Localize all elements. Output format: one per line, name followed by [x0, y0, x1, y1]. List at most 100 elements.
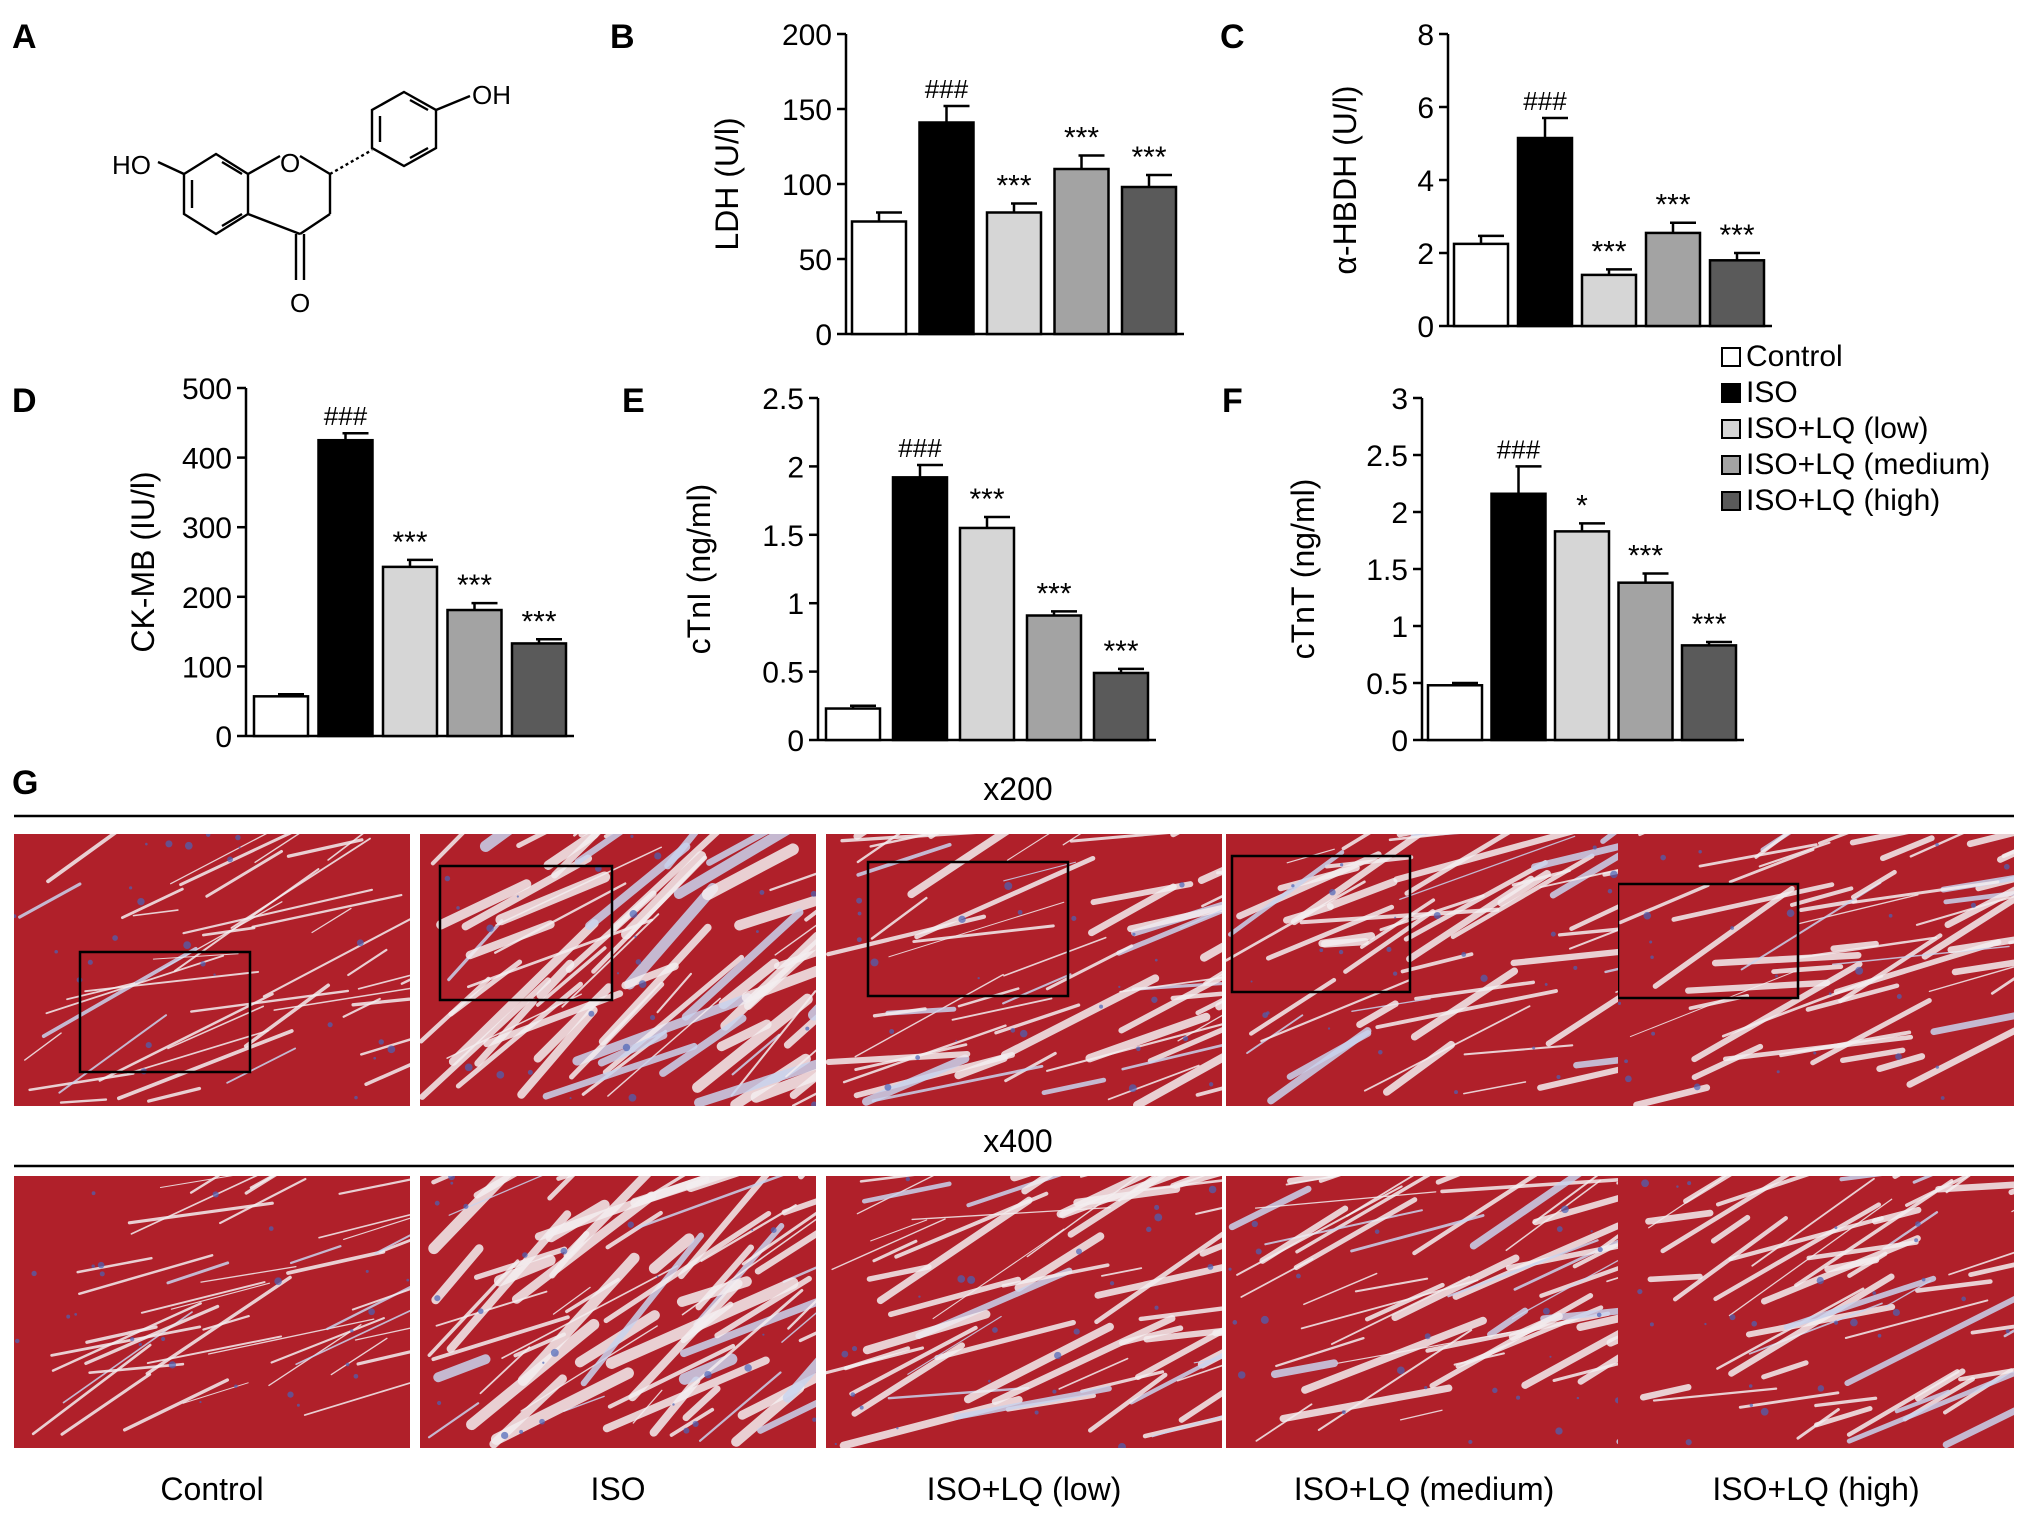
- legend-item: ISO+LQ (low): [1721, 412, 1929, 445]
- significance-label: ###: [898, 433, 942, 463]
- histology-x200-2: [826, 834, 1222, 1106]
- bar-c-2: [1580, 273, 1638, 328]
- y-tick-label: 2.5: [762, 383, 804, 416]
- histology-label: ISO: [590, 1471, 645, 1507]
- y-tick-label: 0.5: [1366, 668, 1408, 701]
- y-tick-label: 2.5: [1366, 440, 1408, 473]
- y-tick-label: 1.5: [1366, 554, 1408, 587]
- chart-e: 0 0.5 1 1.5 2 2.5 cTnI (ng/ml) ### *** *** ***: [681, 383, 1156, 758]
- y-tick-label: 8: [1417, 19, 1434, 52]
- double-bond: [409, 98, 429, 112]
- double-bond: [409, 146, 429, 160]
- bar-f-2: [1553, 530, 1611, 742]
- magnification-x200-label: x200: [983, 771, 1052, 807]
- bar-b-3: [1053, 167, 1110, 336]
- bar-b-1: [918, 121, 975, 336]
- legend-item: ISO+LQ (medium): [1721, 448, 1990, 481]
- y-tick-label: 100: [182, 651, 232, 684]
- histology-x200-4: [1618, 834, 2014, 1106]
- bar-d-3: [446, 608, 503, 738]
- y-tick-label: 0.5: [762, 657, 804, 690]
- bar-b-2: [985, 211, 1043, 336]
- y-tick-label: 0: [1391, 725, 1408, 758]
- significance-label: ***: [392, 526, 427, 559]
- histology-x400-2: [826, 1176, 1222, 1448]
- panel-label-f: F: [1222, 382, 1243, 420]
- benzene-ring-left: [182, 152, 250, 236]
- inset-box: [1618, 882, 1800, 1000]
- bar-f-3: [1617, 581, 1674, 742]
- ring-bond: [247, 154, 281, 176]
- significance-label: ###: [324, 401, 368, 431]
- stereo-bond: [329, 148, 373, 176]
- legend-label: ISO+LQ (high): [1746, 484, 1940, 517]
- significance-label: ***: [1628, 540, 1663, 573]
- panel-label-e: E: [622, 382, 645, 420]
- ring-bond: [299, 154, 331, 176]
- significance-label: ***: [1655, 189, 1690, 222]
- y-tick-label: 150: [782, 94, 832, 127]
- chemical-structure: [157, 90, 471, 280]
- y-tick-label: 300: [182, 512, 232, 545]
- bar-f-4: [1680, 644, 1738, 742]
- bar-c-1: [1516, 136, 1574, 328]
- y-tick-label: 0: [787, 725, 804, 758]
- bar-c-3: [1644, 231, 1702, 328]
- chart-c: 0 2 4 6 8 α-HBDH (U/l) ### *** *** ***: [1327, 19, 1772, 344]
- legend-swatch: [1721, 419, 1741, 439]
- significance-label: ***: [521, 605, 556, 638]
- histology-x200-0: [14, 834, 410, 1106]
- significance-label: ***: [969, 483, 1004, 516]
- significance-label: ***: [1719, 219, 1754, 252]
- y-axis-label: LDH (U/l): [709, 117, 745, 250]
- legend-item: ISO: [1721, 376, 1798, 409]
- bar-d-1: [317, 438, 374, 738]
- y-tick-label: 100: [782, 169, 832, 202]
- bar-b-4: [1120, 185, 1178, 336]
- bar-c-0: [1452, 242, 1510, 328]
- inset-box: [1230, 854, 1412, 994]
- y-tick-label: 4: [1417, 165, 1434, 198]
- structure-carbonyl-o: O: [290, 288, 310, 318]
- double-bond: [221, 212, 243, 228]
- legend-swatch: [1721, 491, 1741, 511]
- panel-label-b: B: [610, 18, 635, 56]
- ho-bond: [157, 160, 185, 176]
- y-tick-label: 200: [782, 19, 832, 52]
- histology-panels: Control ISO ISO+LQ (low) ISO+LQ (medium) ISO…: [14, 834, 2014, 1507]
- legend-label: ISO+LQ (medium): [1746, 448, 1990, 481]
- y-axis-label: cTnT (ng/ml): [1285, 479, 1321, 660]
- significance-label: ###: [925, 74, 969, 104]
- legend-item: Control: [1721, 340, 1843, 373]
- inset-box: [866, 860, 1070, 998]
- y-tick-label: 0: [815, 319, 832, 352]
- y-axis-label: cTnI (ng/ml): [681, 484, 717, 655]
- bar-e-2: [958, 526, 1016, 742]
- significance-label: ***: [1691, 608, 1726, 641]
- histology-label: Control: [160, 1471, 263, 1507]
- significance-label: *: [1576, 489, 1588, 522]
- bar-e-1: [891, 476, 949, 742]
- y-tick-label: 500: [182, 373, 232, 406]
- chart-b: 0 50 100 150 200 LDH (U/l) ### *** *** ***: [709, 19, 1184, 352]
- y-axis-label: CK-MB (IU/l): [125, 471, 161, 652]
- legend-item: ISO+LQ (high): [1721, 484, 1940, 517]
- legend-label: ISO+LQ (low): [1746, 412, 1929, 445]
- y-tick-label: 2: [1417, 238, 1434, 271]
- histology-x200-3: [1226, 834, 1622, 1106]
- bar-b-0: [850, 220, 908, 336]
- structure-ring-o: O: [280, 148, 300, 178]
- bar-e-0: [824, 707, 882, 742]
- significance-label: ***: [1591, 235, 1626, 268]
- legend-label: Control: [1746, 340, 1843, 373]
- y-tick-label: 200: [182, 582, 232, 615]
- histology-x400-4: [1618, 1176, 2014, 1448]
- inset-box: [438, 864, 614, 1002]
- bar-d-0: [252, 695, 310, 738]
- histology-label: ISO+LQ (low): [927, 1471, 1122, 1507]
- legend-swatch: [1721, 347, 1741, 367]
- chart-d: 0 100 200 300 400 500 CK-MB (IU/l) ### *** *** ***: [125, 373, 574, 754]
- significance-label: ###: [1497, 434, 1541, 464]
